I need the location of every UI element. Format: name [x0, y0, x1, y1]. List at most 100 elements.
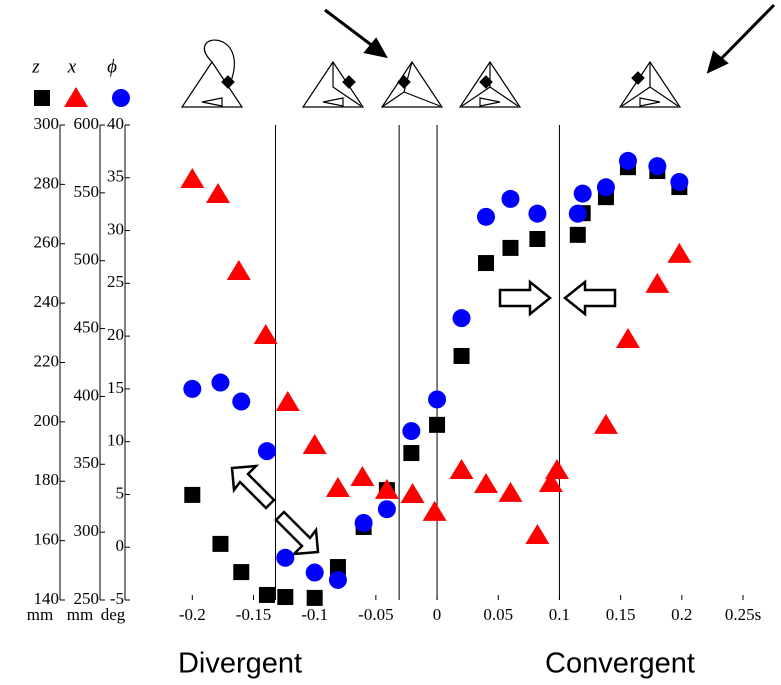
- marker-circle: [501, 189, 520, 208]
- marker-triangle: [422, 500, 447, 521]
- marker-square: [306, 589, 323, 606]
- marker-circle: [618, 151, 637, 170]
- marker-circle: [573, 184, 592, 203]
- legend: z x ϕ: [31, 56, 117, 77]
- marker-triangle: [253, 323, 278, 344]
- marker-circle: [428, 390, 447, 409]
- x-tick-label: -0.2: [179, 605, 206, 624]
- y-tick-label: 450: [74, 317, 100, 336]
- marker-circle: [276, 548, 295, 567]
- x-tick-label: 0.2: [671, 605, 692, 624]
- marker-square: [184, 486, 201, 503]
- marker-square: [258, 586, 275, 603]
- x-tick-label: 0.05: [483, 605, 513, 624]
- x-tick-label: -0.1: [301, 605, 328, 624]
- x-tick-label: 0.1: [549, 605, 570, 624]
- marker-circle: [596, 178, 615, 197]
- marker-circle: [211, 373, 230, 392]
- marker-triangle: [374, 478, 399, 499]
- marker-triangle: [180, 168, 205, 189]
- marker-circle: [305, 563, 324, 582]
- axis-unit: mm: [27, 605, 53, 624]
- marker-circle: [112, 89, 130, 107]
- x-tick-label: 0.25s: [725, 605, 761, 624]
- marker-triangle: [206, 182, 231, 203]
- marker-square: [212, 535, 229, 552]
- marker-circle: [328, 570, 347, 589]
- top-icons: [180, 39, 682, 108]
- marker-triangle: [64, 87, 88, 107]
- y-tick-label: 0: [116, 536, 125, 555]
- pointer-arrows: [324, 3, 776, 74]
- marker-circle: [377, 500, 396, 519]
- marker-circle: [528, 204, 547, 223]
- y-tick-label: 260: [34, 233, 60, 252]
- y-tick-label: 220: [34, 351, 60, 370]
- y-tick-label: 500: [74, 250, 100, 269]
- y-tick-label: 550: [74, 182, 100, 201]
- y-tick-label: 280: [34, 173, 60, 192]
- y-tick-label: 5: [116, 483, 125, 502]
- marker-square: [429, 416, 446, 433]
- marker-triangle: [593, 413, 618, 434]
- marker-square: [329, 559, 346, 576]
- y-tick-label: 300: [34, 114, 60, 133]
- marker-circle: [354, 513, 373, 532]
- marker-circle: [477, 207, 496, 226]
- marker-square: [569, 226, 586, 243]
- marker-circle: [452, 309, 471, 328]
- marker-triangle: [525, 523, 550, 544]
- y-tick-label: 180: [34, 470, 60, 489]
- marker-circle: [183, 379, 202, 398]
- marker-triangle: [302, 434, 327, 455]
- y-tick-label: 200: [34, 411, 60, 430]
- marker-triangle: [325, 477, 350, 498]
- marker-square: [453, 347, 470, 364]
- marker-square: [478, 255, 495, 272]
- axis-unit: deg: [101, 605, 126, 624]
- y-tick-label: 140: [34, 589, 60, 608]
- legend-label: ϕ: [107, 56, 117, 77]
- y-tick-label: 25: [107, 272, 124, 291]
- marker-circle: [568, 204, 587, 223]
- x-tick-label: 0: [433, 605, 442, 624]
- marker-circle: [670, 173, 689, 191]
- y-tick-label: 350: [74, 453, 100, 472]
- axis-unit: mm: [67, 605, 93, 624]
- y-tick-label: 35: [107, 167, 124, 186]
- marker-triangle: [538, 472, 563, 493]
- y-tick-label: 40: [107, 114, 124, 133]
- marker-square: [34, 90, 50, 106]
- y-tick-label: 20: [107, 325, 124, 344]
- y-tick-label: 15: [107, 378, 124, 397]
- marker-triangle: [449, 458, 474, 479]
- marker-circle: [648, 157, 667, 176]
- marker-triangle: [667, 242, 692, 263]
- marker-triangle: [275, 390, 300, 411]
- y-tick-label: 10: [107, 431, 124, 450]
- marker-square: [233, 564, 250, 581]
- marker-triangle: [615, 328, 640, 349]
- y-tick-label: 600: [74, 114, 100, 133]
- marker-triangle: [474, 472, 499, 493]
- y-tick-label: 30: [107, 219, 124, 238]
- x-tick-label: 0.15: [606, 605, 636, 624]
- annotation: Convergent: [545, 648, 695, 680]
- marker-triangle: [544, 458, 569, 479]
- marker-square: [502, 239, 519, 256]
- y-tick-label: 250: [74, 589, 100, 608]
- x-tick-label: -0.05: [358, 605, 393, 624]
- marker-triangle: [350, 466, 375, 487]
- y-tick-label: -5: [110, 589, 124, 608]
- x-tick-label: -0.15: [236, 605, 271, 624]
- marker-triangle: [498, 481, 523, 502]
- hollow-arrows: [230, 279, 617, 556]
- legend-label: z: [31, 56, 40, 77]
- legend-label: x: [67, 56, 77, 77]
- marker-triangle: [226, 260, 251, 281]
- marker-square: [529, 231, 546, 247]
- y-tick-label: 240: [34, 292, 60, 311]
- marker-triangle: [645, 272, 670, 293]
- y-tick-label: 400: [74, 385, 100, 404]
